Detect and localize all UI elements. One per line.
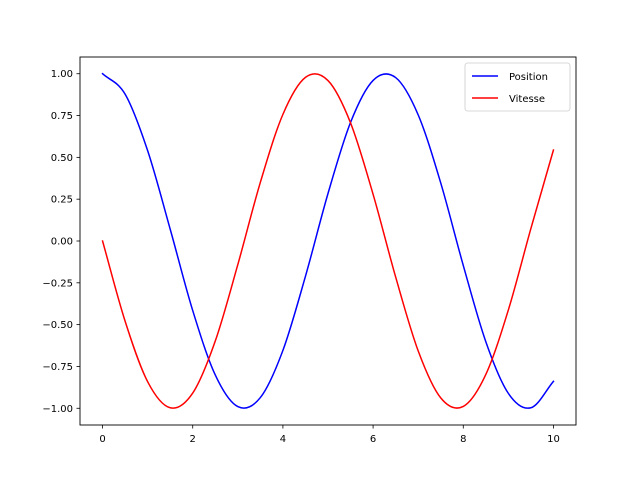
series-line-position — [101, 72, 555, 409]
y-tick-label: 0.00 — [51, 237, 73, 248]
x-tick-label: 10 — [547, 434, 560, 445]
y-tick-label: −0.75 — [42, 362, 73, 373]
x-tick-label: 8 — [460, 434, 466, 445]
x-tick-label: 0 — [99, 434, 105, 445]
y-tick-label: −0.50 — [42, 320, 73, 331]
y-tick-label: −1.00 — [42, 404, 73, 415]
series-line-vitesse — [101, 73, 555, 409]
legend-label-vitesse: Vitesse — [509, 94, 545, 105]
y-tick-label: −0.25 — [42, 278, 73, 289]
x-axis: 0 2 4 6 8 10 — [99, 425, 560, 445]
x-tick-label: 2 — [190, 434, 196, 445]
legend-label-position: Position — [509, 72, 548, 83]
y-tick-label: 0.50 — [51, 153, 73, 164]
series-layer — [101, 72, 555, 409]
legend: Position Vitesse — [464, 62, 571, 112]
x-tick-label: 6 — [370, 434, 376, 445]
y-tick-label: 1.00 — [51, 69, 73, 80]
y-axis: −1.00 −0.75 −0.50 −0.25 0.00 0.25 0.50 0.75 1.00 — [42, 69, 80, 415]
legend-box — [464, 62, 571, 112]
y-tick-label: 0.75 — [51, 111, 73, 122]
x-tick-label: 4 — [280, 434, 286, 445]
y-tick-label: 0.25 — [51, 195, 73, 206]
